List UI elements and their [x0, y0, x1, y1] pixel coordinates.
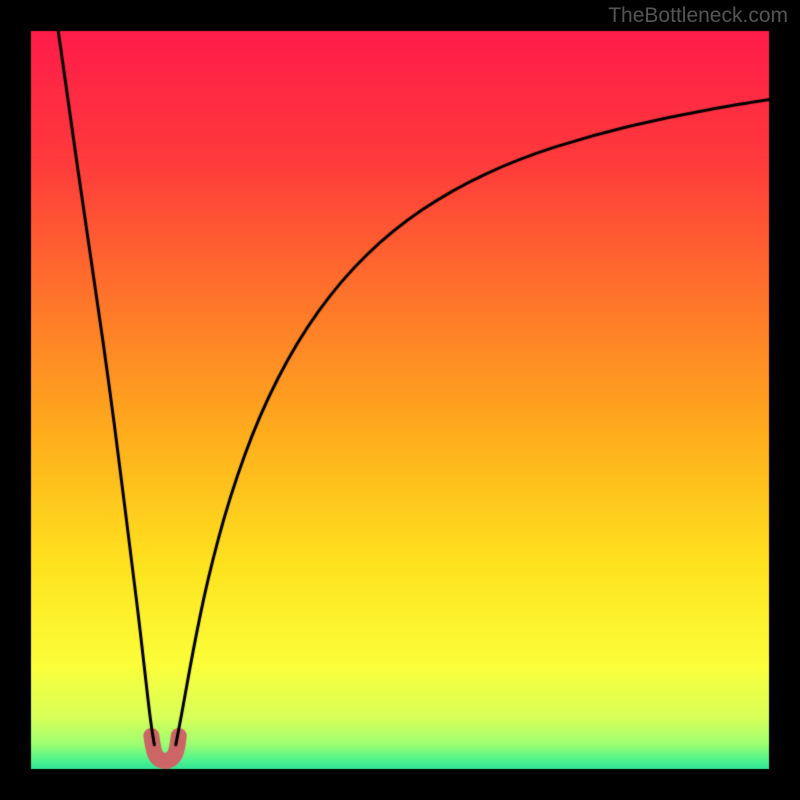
- bottleneck-chart-canvas: [0, 0, 800, 800]
- watermark-text: TheBottleneck.com: [608, 4, 788, 28]
- chart-stage: TheBottleneck.com: [0, 0, 800, 800]
